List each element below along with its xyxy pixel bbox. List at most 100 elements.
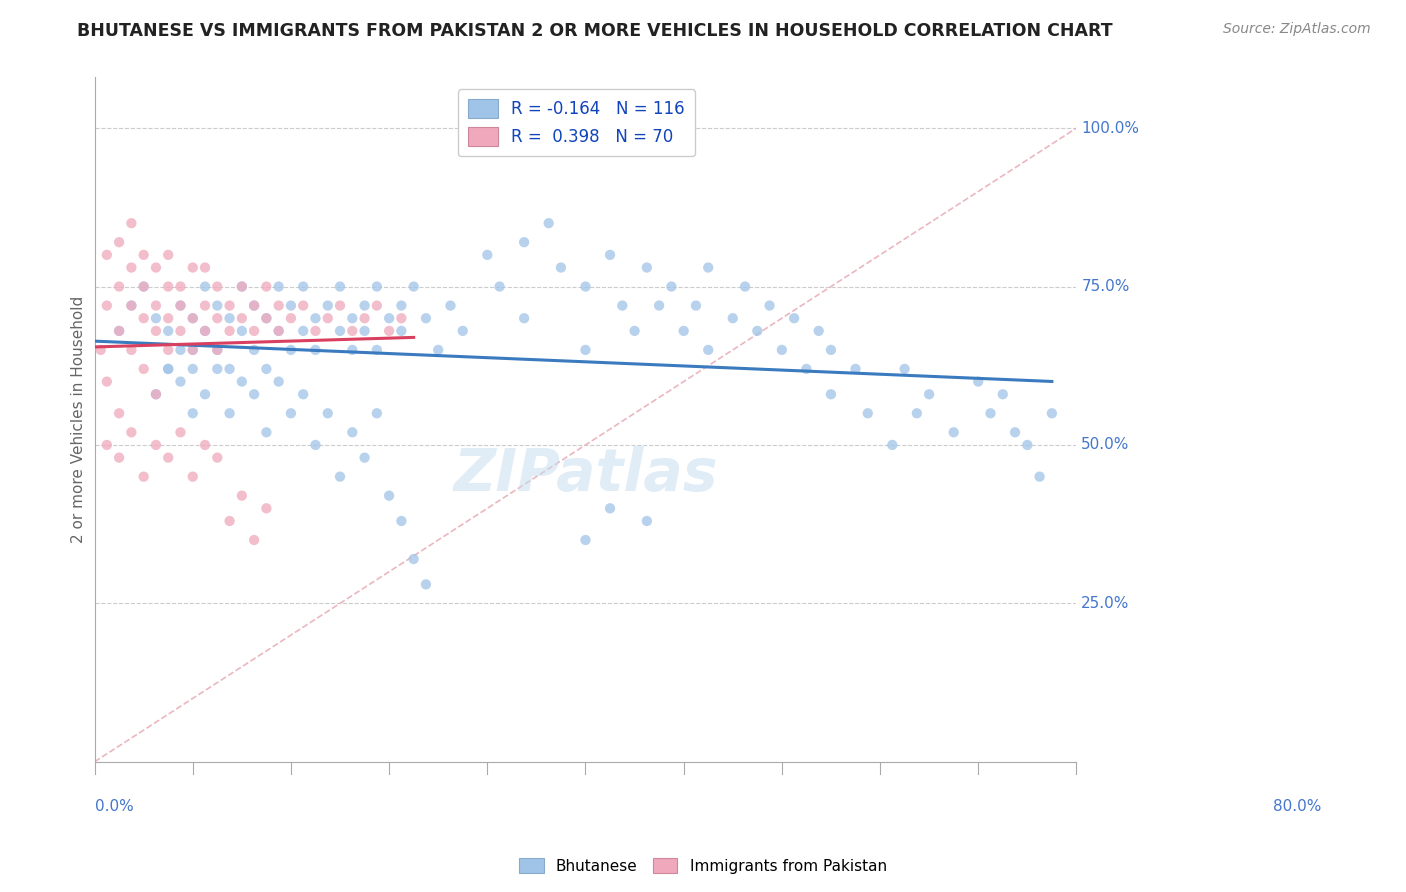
Point xyxy=(329,469,352,483)
Point xyxy=(231,311,253,326)
Point xyxy=(389,311,412,326)
Point xyxy=(157,248,180,262)
Point xyxy=(415,577,437,591)
Point xyxy=(488,279,510,293)
Point xyxy=(734,279,756,293)
Point xyxy=(353,324,375,338)
Point xyxy=(942,425,965,440)
Text: ZIPatlas: ZIPatlas xyxy=(453,446,717,503)
Point xyxy=(108,324,131,338)
Point xyxy=(721,311,744,326)
Point xyxy=(181,343,204,357)
Point xyxy=(132,279,155,293)
Legend: R = -0.164   N = 116, R =  0.398   N = 70: R = -0.164 N = 116, R = 0.398 N = 70 xyxy=(458,89,695,156)
Point xyxy=(967,375,990,389)
Point xyxy=(267,375,290,389)
Point xyxy=(366,279,388,293)
Point xyxy=(636,514,658,528)
Point xyxy=(145,260,167,275)
Point xyxy=(157,279,180,293)
Point xyxy=(316,406,339,420)
Point xyxy=(157,343,180,357)
Point xyxy=(979,406,1001,420)
Point xyxy=(243,387,266,401)
Point xyxy=(1040,406,1063,420)
Text: 100.0%: 100.0% xyxy=(1081,120,1139,136)
Point xyxy=(194,299,217,313)
Point xyxy=(108,406,131,420)
Point xyxy=(181,362,204,376)
Point xyxy=(145,387,167,401)
Point xyxy=(120,425,142,440)
Point xyxy=(856,406,879,420)
Point xyxy=(181,260,204,275)
Point xyxy=(844,362,866,376)
Point xyxy=(820,343,842,357)
Point xyxy=(783,311,806,326)
Point xyxy=(537,216,560,230)
Point xyxy=(96,375,118,389)
Point xyxy=(758,299,780,313)
Point xyxy=(169,343,191,357)
Point xyxy=(254,362,277,376)
Point xyxy=(893,362,915,376)
Point xyxy=(304,324,326,338)
Point xyxy=(807,324,830,338)
Point xyxy=(366,299,388,313)
Point xyxy=(207,299,229,313)
Point xyxy=(194,260,217,275)
Point xyxy=(157,450,180,465)
Point xyxy=(342,343,364,357)
Point xyxy=(636,260,658,275)
Point xyxy=(316,311,339,326)
Point xyxy=(267,299,290,313)
Point xyxy=(254,425,277,440)
Point xyxy=(918,387,941,401)
Text: Source: ZipAtlas.com: Source: ZipAtlas.com xyxy=(1223,22,1371,37)
Y-axis label: 2 or more Vehicles in Household: 2 or more Vehicles in Household xyxy=(72,296,86,543)
Point xyxy=(796,362,818,376)
Point xyxy=(181,343,204,357)
Point xyxy=(292,279,315,293)
Point xyxy=(513,311,536,326)
Point xyxy=(207,362,229,376)
Point xyxy=(108,450,131,465)
Point xyxy=(120,299,142,313)
Point xyxy=(194,279,217,293)
Point xyxy=(207,343,229,357)
Point xyxy=(451,324,474,338)
Point xyxy=(207,311,229,326)
Point xyxy=(599,248,621,262)
Point xyxy=(550,260,572,275)
Point xyxy=(145,438,167,452)
Point xyxy=(353,299,375,313)
Point xyxy=(169,299,191,313)
Point xyxy=(207,279,229,293)
Point xyxy=(353,311,375,326)
Point xyxy=(96,299,118,313)
Point xyxy=(108,324,131,338)
Point xyxy=(329,279,352,293)
Point xyxy=(1028,469,1050,483)
Point xyxy=(181,311,204,326)
Point xyxy=(477,248,499,262)
Point xyxy=(243,324,266,338)
Point xyxy=(427,343,450,357)
Point xyxy=(145,324,167,338)
Point xyxy=(342,311,364,326)
Point xyxy=(120,216,142,230)
Point xyxy=(661,279,683,293)
Point xyxy=(612,299,634,313)
Point xyxy=(254,311,277,326)
Point xyxy=(1017,438,1039,452)
Point xyxy=(280,311,302,326)
Point xyxy=(267,279,290,293)
Text: 80.0%: 80.0% xyxy=(1274,799,1322,814)
Point xyxy=(181,406,204,420)
Point xyxy=(181,311,204,326)
Point xyxy=(169,324,191,338)
Point xyxy=(513,235,536,250)
Point xyxy=(157,362,180,376)
Point xyxy=(905,406,928,420)
Point xyxy=(267,324,290,338)
